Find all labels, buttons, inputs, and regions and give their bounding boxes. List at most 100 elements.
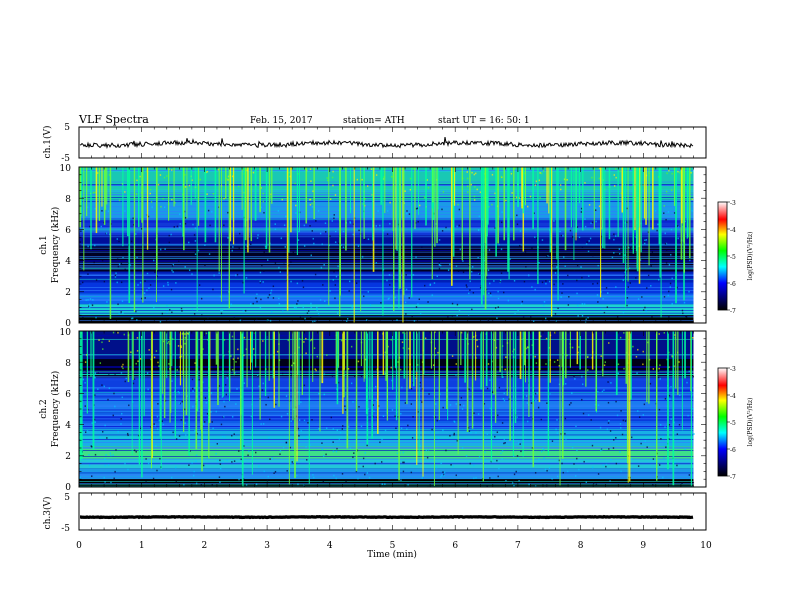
spectral-speckle: [159, 174, 162, 176]
spectral-speckle: [101, 384, 103, 386]
spectral-speckle: [285, 395, 288, 397]
spectral-speckle: [555, 320, 557, 322]
spectral-speckle: [562, 283, 564, 285]
spectral-speckle: [273, 472, 275, 474]
spectral-speckle: [352, 233, 354, 236]
spectral-speckle: [578, 236, 581, 238]
sferic-streak: [156, 167, 158, 271]
spectral-speckle: [477, 413, 480, 415]
spectral-speckle: [103, 280, 106, 283]
spectral-speckle: [338, 242, 340, 245]
figure-title: VLF Spectra: [78, 113, 149, 126]
spectral-speckle: [356, 449, 359, 452]
frequency-line: [79, 275, 694, 276]
spectral-speckle: [564, 417, 567, 420]
spectral-speckle: [162, 197, 164, 200]
spectral-speckle: [547, 255, 549, 257]
spectral-speckle: [235, 361, 237, 363]
spectral-speckle: [171, 380, 173, 382]
frequency-band: [79, 235, 694, 247]
spectral-speckle: [498, 386, 501, 389]
spectral-speckle: [159, 457, 161, 460]
spectral-speckle: [465, 284, 468, 286]
spectral-speckle: [442, 191, 445, 193]
spectral-speckle: [665, 190, 668, 193]
spectral-speckle: [259, 307, 262, 309]
spectral-speckle: [428, 393, 430, 395]
spectral-speckle: [601, 448, 603, 451]
spectral-speckle: [235, 403, 237, 405]
frequency-line: [79, 191, 694, 192]
spectral-speckle: [435, 403, 437, 405]
spectral-speckle: [659, 364, 661, 367]
spectral-speckle: [594, 206, 597, 209]
sferic-streak: [255, 331, 257, 368]
sferic-streak: [90, 331, 92, 377]
spectral-speckle: [310, 302, 312, 305]
frequency-line: [79, 310, 694, 311]
spectral-speckle: [120, 417, 122, 420]
frequency-line: [79, 190, 694, 192]
sferic-streak: [194, 167, 196, 199]
sferic-streak: [382, 331, 385, 376]
spectral-speckle: [600, 355, 602, 357]
header-station: station= ATH: [343, 116, 405, 126]
spectral-speckle: [366, 472, 369, 474]
spectral-speckle: [133, 378, 136, 380]
ch1-ytick-10: 10: [60, 164, 72, 174]
spectral-speckle: [204, 397, 207, 399]
spectral-speckle: [265, 247, 267, 249]
spectral-speckle: [393, 286, 396, 289]
spectral-speckle: [199, 178, 202, 181]
sferic-streak: [514, 331, 517, 424]
spectral-speckle: [348, 290, 350, 292]
sferic-streak: [386, 331, 389, 421]
spectral-speckle: [358, 406, 360, 408]
spectral-speckle: [455, 374, 457, 376]
spectral-speckle: [207, 338, 209, 341]
spectral-speckle: [116, 238, 118, 240]
spectral-speckle: [483, 402, 486, 405]
spectral-speckle: [455, 403, 457, 405]
spectral-speckle: [298, 435, 300, 437]
spectral-speckle: [554, 312, 557, 315]
spectral-speckle: [312, 320, 314, 323]
sferic-streak: [365, 331, 368, 415]
spectral-speckle: [407, 424, 409, 427]
sferic-streak: [79, 167, 82, 228]
spectral-speckle: [523, 280, 526, 283]
spectral-speckle: [151, 206, 153, 208]
spectral-speckle: [147, 215, 150, 218]
spectral-speckle: [234, 372, 236, 374]
spectral-speckle: [685, 315, 687, 318]
spectral-speckle: [531, 344, 534, 346]
sferic-streak: [652, 167, 654, 230]
spectral-speckle: [589, 237, 592, 240]
spectral-speckle: [538, 262, 540, 264]
spectral-speckle: [149, 192, 151, 195]
spectral-speckle: [318, 428, 320, 430]
spectral-speckle: [411, 315, 413, 318]
spectral-speckle: [290, 462, 292, 465]
spectral-speckle: [493, 280, 495, 282]
spectral-speckle: [342, 230, 345, 233]
spectral-speckle: [384, 372, 386, 375]
spectral-speckle: [488, 205, 490, 208]
frequency-line: [79, 398, 694, 400]
sferic-streak: [251, 331, 253, 363]
spectral-speckle: [662, 476, 664, 479]
spectral-speckle: [290, 261, 292, 263]
ch2-colorbar-tick-minus4: -4: [730, 393, 736, 400]
spectral-speckle: [669, 398, 671, 400]
sferic-streak: [576, 331, 579, 365]
spectral-speckle: [389, 284, 391, 286]
spectral-speckle: [682, 194, 684, 197]
spectral-speckle: [619, 252, 621, 255]
spectral-speckle: [478, 273, 481, 275]
spectral-speckle: [296, 474, 298, 477]
spectral-speckle: [146, 272, 149, 275]
spectral-speckle: [527, 420, 529, 423]
spectral-speckle: [184, 173, 186, 176]
sferic-streak: [371, 331, 373, 439]
